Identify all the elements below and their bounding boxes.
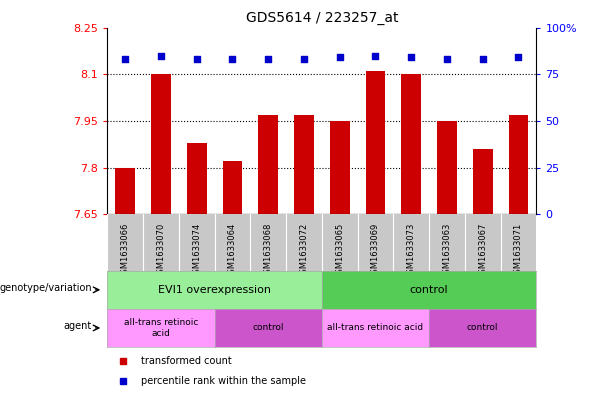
Point [335,54,345,61]
Point [227,56,237,62]
Bar [402,74,421,214]
Point [478,56,488,62]
Bar [151,74,171,214]
Bar [365,71,386,214]
Point [120,56,130,62]
Text: control: control [467,323,498,332]
Point [156,52,166,59]
Title: GDS5614 / 223257_at: GDS5614 / 223257_at [246,11,398,25]
Point [442,56,452,62]
Bar [473,149,493,214]
Text: transformed count: transformed count [141,356,232,366]
Text: GSM1633066: GSM1633066 [121,223,130,279]
Text: control: control [253,323,284,332]
Text: GSM1633067: GSM1633067 [478,223,487,279]
Text: genotype/variation: genotype/variation [0,283,92,293]
Text: EVI1 overexpression: EVI1 overexpression [158,285,271,295]
Text: GSM1633065: GSM1633065 [335,223,345,279]
Text: GSM1633070: GSM1633070 [156,223,166,279]
Bar [115,167,135,214]
Text: GSM1633074: GSM1633074 [192,223,201,279]
Bar [509,115,528,214]
Text: all-trans retinoic acid: all-trans retinoic acid [327,323,424,332]
Bar [223,161,242,214]
Bar [330,121,349,214]
Point [406,54,416,61]
Bar [437,121,457,214]
Text: control: control [409,285,449,295]
Point [299,56,309,62]
Text: GSM1633068: GSM1633068 [264,223,273,279]
Text: GSM1633064: GSM1633064 [228,223,237,279]
Bar [187,143,207,214]
Text: percentile rank within the sample: percentile rank within the sample [141,376,306,386]
Point [264,56,273,62]
Point [370,52,380,59]
Bar [294,115,314,214]
Text: agent: agent [64,321,92,331]
Text: GSM1633069: GSM1633069 [371,223,380,279]
Text: GSM1633072: GSM1633072 [299,223,308,279]
Bar [258,115,278,214]
Point [514,54,524,61]
Text: GSM1633071: GSM1633071 [514,223,523,279]
Point [192,56,202,62]
Text: all-trans retinoic
acid: all-trans retinoic acid [124,318,198,338]
Text: GSM1633063: GSM1633063 [443,223,452,279]
Text: GSM1633073: GSM1633073 [406,223,416,279]
